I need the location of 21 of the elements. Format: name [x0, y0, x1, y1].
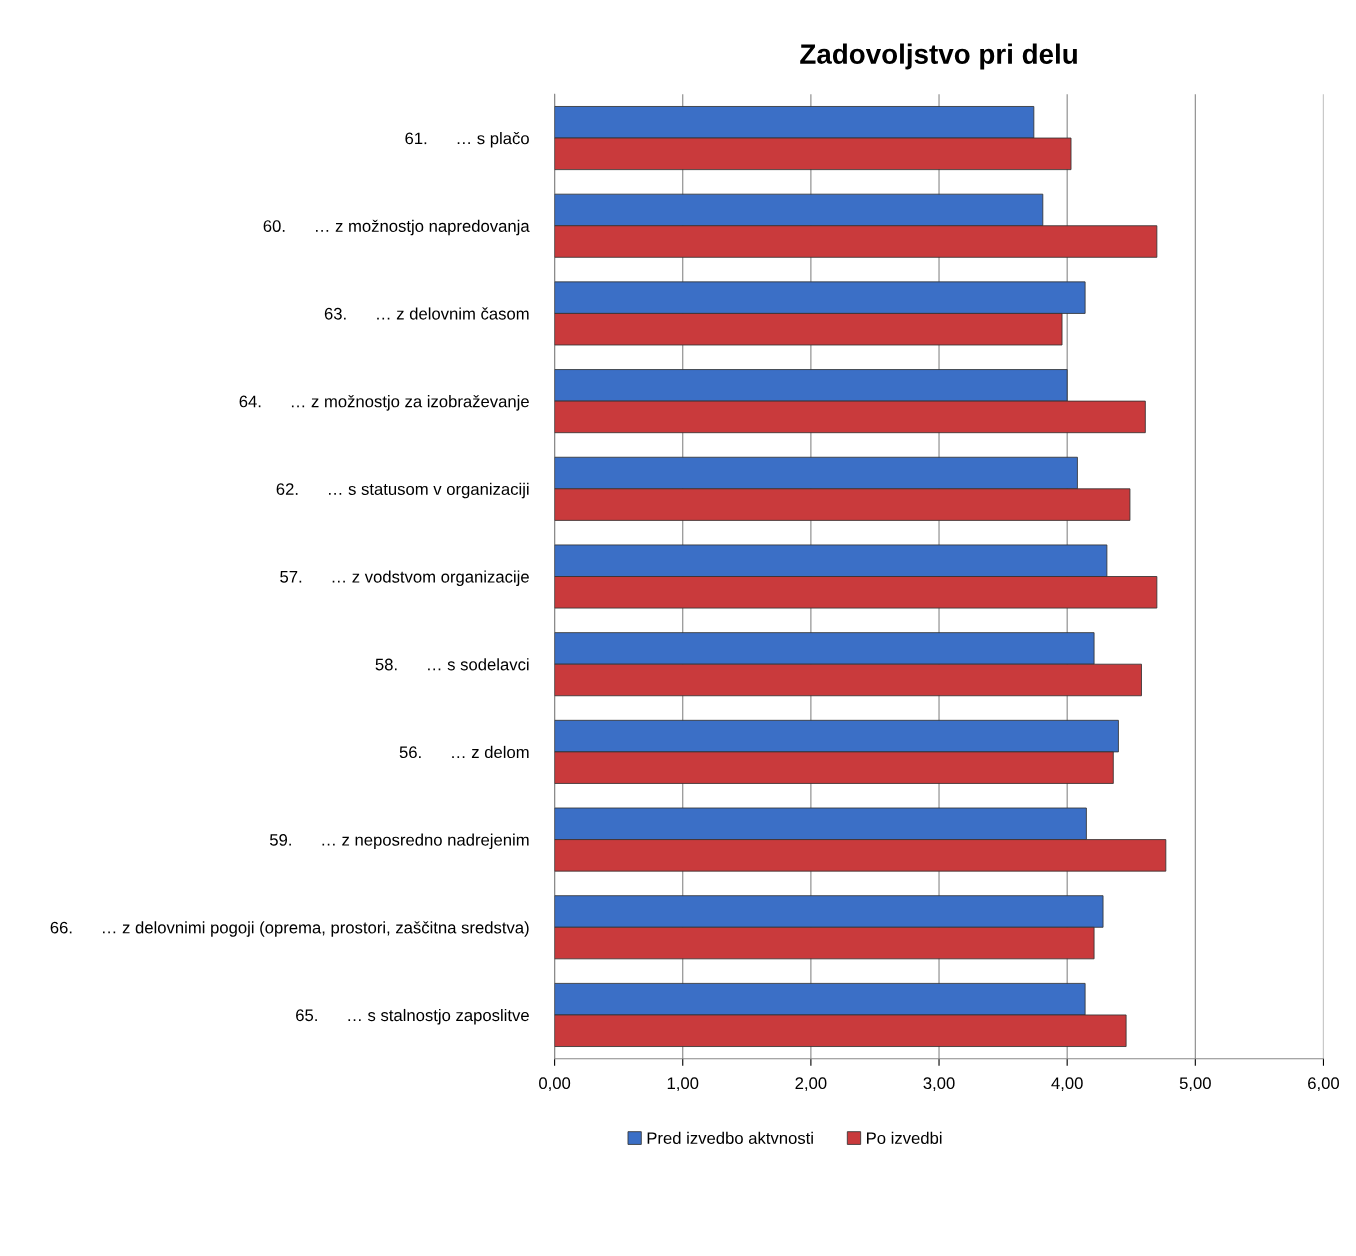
y-tick-label: 56. … z delom [399, 745, 529, 759]
x-tick-label: 2,00 [795, 1077, 827, 1092]
y-tick-label: 59. … z neposredno nadrejenim [269, 833, 529, 850]
y-tick-label: 64. … z možnostjo za izobraževanje [239, 395, 529, 411]
x-tick-label: 3,00 [923, 1077, 955, 1092]
y-tick-label: 63. … z delovnim časom [324, 307, 529, 320]
y-tick-label: 60. … z možnostjo napredovanja [263, 219, 530, 236]
x-tick-label: 6,00 [1308, 1077, 1340, 1092]
x-tick-label: 4,00 [1051, 1077, 1083, 1092]
x-tick-label: 5,00 [1179, 1077, 1211, 1092]
y-tick-label: 62. … s statusom v organizaciji [276, 482, 529, 499]
x-tick-label: 1,00 [667, 1077, 699, 1092]
chart-title: Zadovoljstvo pri delu [800, 43, 1077, 70]
x-tick-label: 0,00 [539, 1077, 571, 1092]
legend-label: Po izvedbi [867, 1131, 942, 1145]
legend-label: Pred izvedbo aktvnosti [647, 1131, 813, 1145]
y-tick-label: 65. … s stalnostjo zaposlitve [296, 1008, 529, 1025]
y-tick-label: 61. … s plačo [405, 131, 529, 148]
y-tick-label: 57. … z vodstvom organizacije [280, 570, 529, 586]
y-tick-label: 58. … s sodelavci [375, 658, 529, 671]
y-tick-label: 66. … z delovnimi pogoji (oprema, prostori, zaščitna sredstva) [50, 921, 529, 937]
